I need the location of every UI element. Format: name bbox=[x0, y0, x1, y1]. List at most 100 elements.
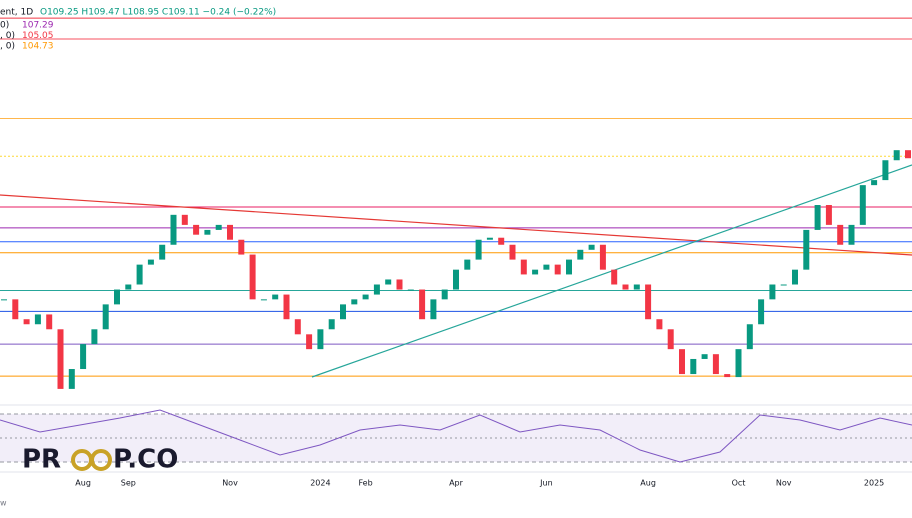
candle bbox=[193, 224, 200, 235]
candle bbox=[780, 284, 787, 286]
header-ohlc: O109.25 H109.47 L108.95 C109.11 −0.24 (−… bbox=[40, 8, 276, 18]
candle bbox=[260, 299, 267, 301]
candle bbox=[249, 254, 256, 300]
candle bbox=[690, 358, 697, 375]
candle bbox=[227, 224, 233, 240]
ma-prefix: 0) bbox=[0, 21, 9, 31]
candle bbox=[905, 150, 911, 159]
candle bbox=[758, 299, 765, 325]
logo-text: P.CO bbox=[113, 445, 178, 475]
candle bbox=[46, 314, 53, 330]
candle bbox=[181, 214, 188, 225]
candle bbox=[328, 319, 335, 330]
candle bbox=[656, 319, 663, 330]
candle bbox=[430, 299, 437, 320]
candle bbox=[385, 279, 392, 285]
candle bbox=[611, 269, 618, 285]
candle bbox=[340, 304, 346, 320]
candle bbox=[848, 224, 855, 245]
candle bbox=[724, 374, 731, 378]
candle bbox=[34, 314, 41, 325]
logo-ring bbox=[90, 449, 112, 471]
candle bbox=[498, 237, 505, 245]
candle bbox=[272, 294, 279, 300]
candle bbox=[238, 239, 245, 255]
candle bbox=[633, 284, 640, 290]
candle bbox=[814, 205, 821, 230]
candle bbox=[464, 259, 471, 270]
logo-text: PR bbox=[22, 445, 61, 475]
footer: w bbox=[0, 499, 7, 508]
ma-prefix: , 0) bbox=[0, 42, 15, 52]
candle bbox=[453, 269, 459, 290]
x-tick-label: Apr bbox=[449, 479, 464, 488]
x-tick-label: Aug bbox=[75, 479, 91, 488]
candle bbox=[792, 269, 798, 285]
candle bbox=[837, 224, 844, 245]
candle bbox=[57, 329, 64, 389]
candle bbox=[735, 349, 742, 378]
candle bbox=[12, 299, 19, 320]
x-tick-label: Sep bbox=[121, 479, 136, 488]
candle bbox=[769, 284, 776, 300]
candle bbox=[825, 205, 832, 225]
candle bbox=[136, 264, 143, 285]
candle bbox=[667, 329, 674, 350]
candle bbox=[204, 229, 211, 235]
candle bbox=[362, 294, 369, 300]
candle bbox=[294, 319, 301, 335]
x-tick-label: Aug bbox=[640, 479, 656, 488]
candle bbox=[871, 180, 878, 186]
candle bbox=[645, 284, 652, 320]
candle bbox=[125, 284, 132, 290]
candle bbox=[622, 284, 629, 290]
candle bbox=[882, 160, 889, 181]
candle bbox=[554, 264, 561, 275]
ma-value: 107.29 bbox=[22, 21, 54, 31]
x-tick-label: Oct bbox=[732, 479, 746, 488]
candle bbox=[373, 284, 380, 295]
candle bbox=[80, 344, 87, 370]
candle bbox=[283, 294, 290, 320]
candle bbox=[114, 289, 120, 305]
x-tick-label: Nov bbox=[776, 479, 792, 488]
candle bbox=[159, 244, 166, 260]
rsi-line bbox=[0, 409, 912, 463]
candle bbox=[893, 150, 900, 161]
candle bbox=[566, 259, 572, 275]
candle bbox=[520, 259, 527, 275]
header-symbol: ent, 1D bbox=[0, 8, 33, 18]
candle bbox=[746, 324, 753, 350]
candle bbox=[317, 329, 324, 350]
candle bbox=[509, 244, 516, 260]
candle bbox=[859, 185, 866, 225]
candle bbox=[599, 244, 606, 270]
logo: PR P.CO bbox=[22, 445, 178, 475]
candle bbox=[543, 264, 550, 270]
candle bbox=[419, 289, 426, 320]
candle bbox=[68, 369, 75, 389]
candle bbox=[532, 269, 539, 275]
candle bbox=[147, 259, 154, 265]
x-tick-label: 2025 bbox=[864, 479, 884, 488]
candle bbox=[712, 354, 719, 375]
candle bbox=[215, 224, 222, 230]
candle bbox=[577, 249, 584, 260]
candle bbox=[441, 289, 448, 300]
x-tick-label: 2024 bbox=[310, 479, 330, 488]
ma-prefix: , 0) bbox=[0, 31, 15, 41]
candle bbox=[91, 329, 98, 345]
candle bbox=[102, 304, 109, 330]
x-tick-label: Feb bbox=[359, 479, 373, 488]
x-tick-label: Nov bbox=[222, 479, 238, 488]
candle bbox=[407, 289, 414, 291]
trendline bbox=[0, 194, 912, 256]
candle bbox=[396, 279, 403, 290]
x-tick-label: Jun bbox=[539, 479, 553, 488]
candle bbox=[351, 299, 358, 305]
candle bbox=[475, 239, 482, 260]
candle bbox=[23, 319, 30, 325]
candle bbox=[803, 229, 810, 270]
